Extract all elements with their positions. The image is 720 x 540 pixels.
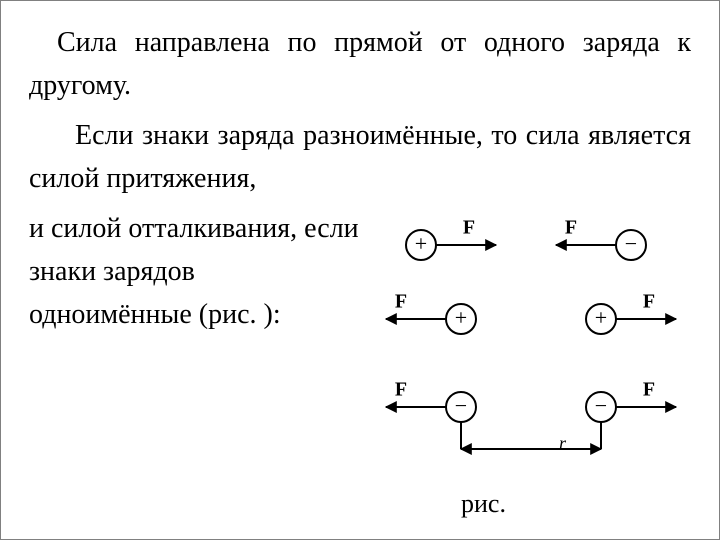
force-diagram: + F − F + F + F − F − Fr xyxy=(371,207,691,487)
paragraph-2-text: Если знаки заряда разноимённые, то сила … xyxy=(29,120,691,194)
svg-text:r: r xyxy=(559,433,567,453)
paragraph-2: Если знаки заряда разноимённые, то сила … xyxy=(29,114,691,201)
paragraph-1-text: Сила направлена по прямой от одного заря… xyxy=(29,27,691,101)
svg-text:F: F xyxy=(463,216,475,238)
content-row: и силой отталкивания, если знаки зарядов… xyxy=(29,207,691,487)
svg-text:−: − xyxy=(595,393,607,418)
line-1: и силой отталкивания, если xyxy=(29,207,371,250)
svg-text:+: + xyxy=(455,305,467,330)
paragraph-1: Сила направлена по прямой от одного заря… xyxy=(29,21,691,108)
svg-text:F: F xyxy=(643,378,655,400)
svg-text:F: F xyxy=(395,290,407,312)
svg-text:+: + xyxy=(595,305,607,330)
svg-text:−: − xyxy=(625,231,637,256)
svg-text:+: + xyxy=(415,231,427,256)
diagram-area: + F − F + F + F − F − Fr xyxy=(371,207,691,487)
line-3: одноимённые (рис. ): xyxy=(29,293,371,336)
line-2: знаки зарядов xyxy=(29,250,371,293)
figure-caption: рис. xyxy=(461,489,506,519)
svg-text:−: − xyxy=(455,393,467,418)
svg-text:F: F xyxy=(565,216,577,238)
page-frame: Сила направлена по прямой от одного заря… xyxy=(0,0,720,540)
svg-text:F: F xyxy=(395,378,407,400)
svg-text:F: F xyxy=(643,290,655,312)
text-continuation: и силой отталкивания, если знаки зарядов… xyxy=(29,207,371,337)
